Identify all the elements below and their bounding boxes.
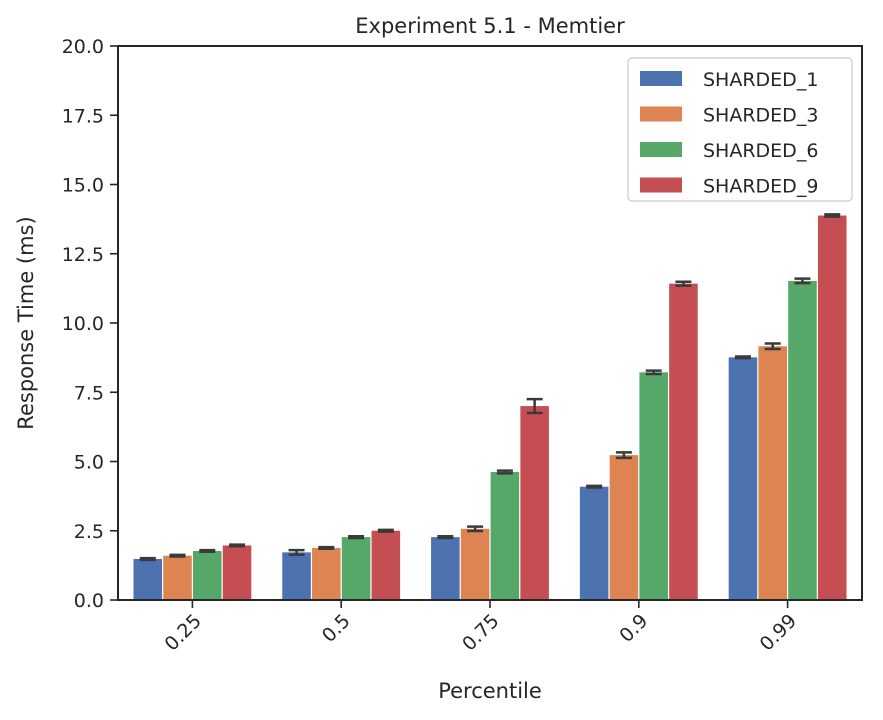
- legend-swatch-SHARDED_9: [640, 177, 682, 193]
- bar-SHARDED_6-0.5: [341, 537, 371, 600]
- y-tick-label: 0.0: [74, 590, 104, 612]
- bar-SHARDED_3-0.25: [163, 555, 192, 600]
- legend-label: SHARDED_1: [703, 69, 818, 91]
- bar-SHARDED_1-0.99: [728, 357, 758, 600]
- legend-swatch-SHARDED_1: [640, 71, 682, 86]
- legend-label: SHARDED_9: [703, 176, 818, 198]
- y-tick-label: 12.5: [62, 244, 104, 266]
- bar-SHARDED_6-0.9: [639, 372, 668, 600]
- bar-SHARDED_9-0.75: [520, 406, 549, 600]
- chart-title: Experiment 5.1 - Memtier: [355, 14, 625, 38]
- y-tick-label: 7.5: [74, 382, 104, 404]
- y-axis: 0.0 2.5 5.0 7.5 10.0 12.5 15.0 17.5 20.0: [62, 36, 118, 612]
- bar-SHARDED_9-0.5: [371, 530, 401, 600]
- bar-SHARDED_6-0.75: [490, 472, 520, 600]
- legend: SHARDED_1 SHARDED_3 SHARDED_6 SHARDED_9: [627, 57, 853, 202]
- y-tick-label: 10.0: [62, 313, 104, 335]
- bar-SHARDED_6-0.25: [193, 550, 222, 600]
- bar-SHARDED_3-0.9: [609, 455, 639, 600]
- bar-SHARDED_1-0.5: [282, 552, 311, 600]
- bar-SHARDED_3-0.99: [758, 346, 787, 600]
- bar-SHARDED_9-0.9: [669, 283, 698, 600]
- legend-swatch-SHARDED_3: [640, 106, 682, 122]
- bar-SHARDED_1-0.75: [431, 537, 460, 600]
- x-axis: 0.25 0.5 0.75 0.9 0.99: [160, 600, 801, 655]
- x-tick-label: 0.99: [756, 610, 801, 655]
- x-tick-label: 0.25: [160, 610, 205, 655]
- plot-frame: [117, 45, 863, 601]
- y-tick-label: 2.5: [74, 521, 104, 543]
- y-tick-label: 15.0: [62, 175, 104, 197]
- x-tick-label: 0.9: [615, 610, 652, 647]
- bar-SHARDED_6-0.99: [788, 280, 817, 600]
- bar-SHARDED_1-0.9: [579, 486, 609, 600]
- bar-SHARDED_9-0.25: [222, 545, 252, 600]
- y-axis-label: Response Time (ms): [14, 216, 38, 429]
- legend-label: SHARDED_3: [703, 105, 818, 127]
- bar-SHARDED_1-0.25: [133, 559, 163, 600]
- legend-swatch-SHARDED_6: [640, 142, 682, 157]
- bar-SHARDED_3-0.5: [312, 547, 341, 600]
- legend-label: SHARDED_6: [703, 140, 818, 162]
- x-tick-label: 0.75: [458, 610, 503, 655]
- y-tick-label: 17.5: [62, 105, 104, 127]
- plot-area: [133, 213, 847, 601]
- y-tick-label: 5.0: [74, 452, 104, 474]
- legend-box: [627, 57, 853, 202]
- y-tick-label: 20.0: [62, 36, 104, 58]
- x-axis-label: Percentile: [438, 679, 542, 703]
- bar-SHARDED_3-0.75: [460, 528, 490, 600]
- bar-SHARDED_9-0.99: [817, 215, 847, 601]
- x-tick-label: 0.5: [318, 610, 355, 647]
